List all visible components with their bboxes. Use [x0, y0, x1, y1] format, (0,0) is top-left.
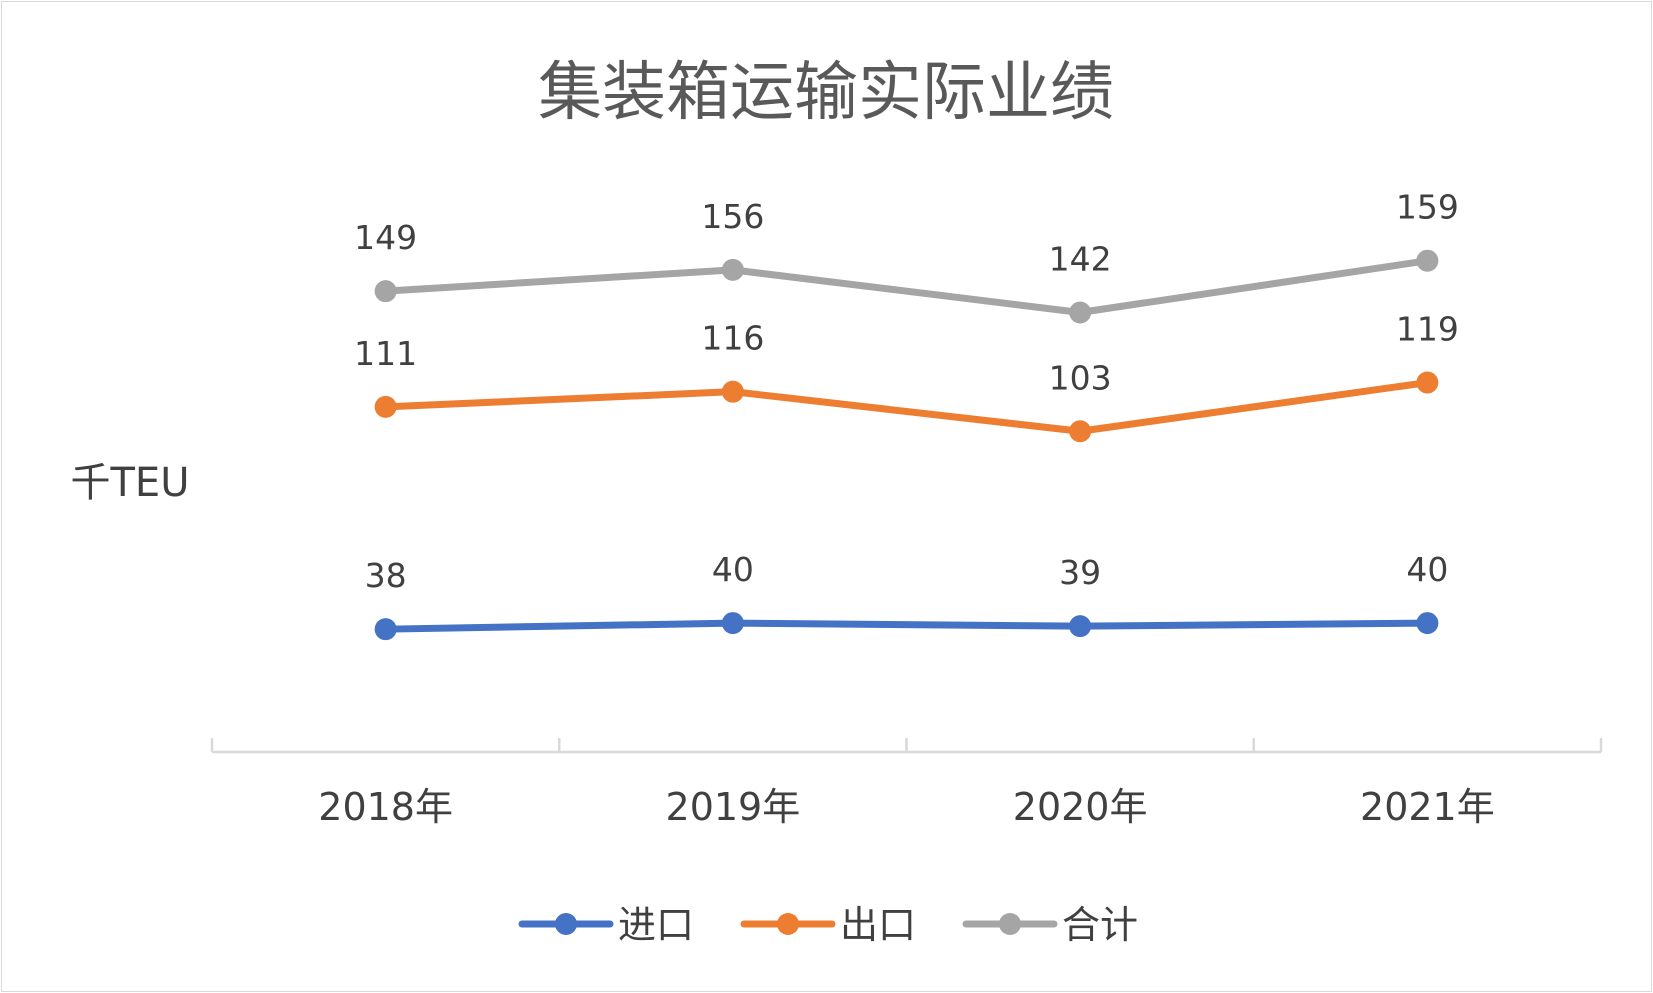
data-label: 159	[1396, 188, 1459, 227]
data-point	[1416, 612, 1439, 635]
data-label: 40	[1406, 550, 1448, 589]
legend: 进口 出口 合计	[518, 903, 1138, 947]
legend-label: 出口	[840, 903, 916, 947]
legend-label: 进口	[618, 903, 694, 947]
x-axis: 2018年 2019年 2020年 2021年	[210, 738, 1603, 829]
x-tick-label: 2019年	[666, 785, 801, 829]
data-labels: 38 40 39 40 111 116 103 119 149 156 142 159	[354, 188, 1459, 595]
data-label: 40	[712, 550, 754, 589]
data-point	[721, 380, 744, 403]
data-label: 142	[1049, 239, 1112, 278]
series-group	[374, 249, 1439, 641]
data-point	[721, 612, 744, 635]
series-line-3	[382, 257, 1431, 316]
series-line-1	[382, 619, 1431, 633]
legend-swatch-marker	[555, 913, 577, 935]
data-point	[1416, 371, 1439, 394]
data-point	[1069, 615, 1092, 638]
y-axis-label: 千TEU	[71, 460, 190, 506]
data-point	[1069, 420, 1092, 443]
data-point	[1416, 249, 1439, 272]
data-point	[1069, 301, 1092, 324]
data-label: 111	[354, 334, 417, 373]
legend-swatch-marker	[777, 913, 799, 935]
x-tick-label: 2020年	[1013, 785, 1148, 829]
data-label: 39	[1059, 553, 1101, 592]
data-label: 116	[701, 319, 764, 358]
x-tick-label: 2021年	[1360, 785, 1495, 829]
legend-swatch-marker	[999, 913, 1021, 935]
chart-title: 集装箱运输实际业绩	[538, 56, 1114, 130]
data-point	[374, 618, 397, 641]
data-label: 119	[1396, 310, 1459, 349]
data-point	[374, 280, 397, 303]
data-point	[374, 395, 397, 418]
data-label: 38	[365, 556, 407, 595]
data-label: 149	[354, 218, 417, 257]
data-label: 103	[1049, 358, 1112, 397]
x-tick-label: 2018年	[318, 785, 453, 829]
legend-label: 合计	[1062, 903, 1138, 947]
series-line-2	[382, 379, 1431, 435]
data-point	[721, 258, 744, 281]
data-label: 156	[701, 197, 764, 236]
